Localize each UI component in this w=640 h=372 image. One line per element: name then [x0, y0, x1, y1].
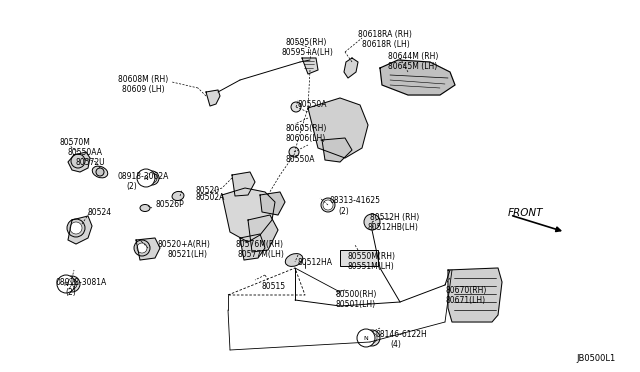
Text: 80570M: 80570M — [60, 138, 91, 147]
Circle shape — [67, 219, 85, 237]
Text: 80512H (RH): 80512H (RH) — [370, 213, 419, 222]
Text: N: N — [143, 176, 148, 180]
Ellipse shape — [285, 254, 303, 266]
Text: 80609 (LH): 80609 (LH) — [122, 85, 164, 94]
Text: 80550A: 80550A — [285, 155, 314, 164]
Polygon shape — [322, 138, 352, 162]
Text: (2): (2) — [65, 288, 76, 297]
Text: 80605(RH): 80605(RH) — [285, 124, 326, 133]
Text: 08146-6122H: 08146-6122H — [376, 330, 428, 339]
Ellipse shape — [172, 192, 184, 201]
Text: 08313-41625: 08313-41625 — [330, 196, 381, 205]
Text: (2): (2) — [338, 207, 349, 216]
Text: 80550AA: 80550AA — [68, 148, 103, 157]
Text: 80512HA: 80512HA — [298, 258, 333, 267]
Circle shape — [64, 276, 80, 292]
Text: 80520: 80520 — [196, 186, 220, 195]
Text: 80608M (RH): 80608M (RH) — [118, 75, 168, 84]
Circle shape — [137, 243, 147, 253]
Text: 08918-3062A: 08918-3062A — [118, 172, 170, 181]
Polygon shape — [68, 216, 92, 244]
Ellipse shape — [92, 166, 108, 178]
Polygon shape — [248, 215, 278, 252]
Polygon shape — [136, 238, 160, 260]
Circle shape — [364, 214, 380, 230]
Text: 80618RA (RH): 80618RA (RH) — [358, 30, 412, 39]
Circle shape — [321, 198, 335, 212]
Text: 80512HB(LH): 80512HB(LH) — [368, 223, 419, 232]
Text: 80671(LH): 80671(LH) — [445, 296, 485, 305]
Text: 80576M(RH): 80576M(RH) — [236, 240, 284, 249]
Text: 80515: 80515 — [262, 282, 286, 291]
Text: 80524: 80524 — [87, 208, 111, 217]
Text: N: N — [63, 282, 68, 286]
Text: 80526P: 80526P — [155, 200, 184, 209]
Text: JB0500L1: JB0500L1 — [576, 354, 615, 363]
Text: 80550M(RH): 80550M(RH) — [348, 252, 396, 261]
Text: FRONT: FRONT — [508, 208, 543, 218]
Text: 80521(LH): 80521(LH) — [168, 250, 208, 259]
Text: 80502A: 80502A — [196, 193, 225, 202]
Text: 80606(LH): 80606(LH) — [285, 134, 325, 143]
Polygon shape — [232, 172, 255, 196]
Text: 80644M (RH): 80644M (RH) — [388, 52, 438, 61]
Text: 80595+A(LH): 80595+A(LH) — [282, 48, 334, 57]
Text: 80551M(LH): 80551M(LH) — [348, 262, 395, 271]
Polygon shape — [344, 58, 358, 78]
Polygon shape — [206, 90, 220, 106]
Circle shape — [134, 240, 150, 256]
Text: (4): (4) — [390, 340, 401, 349]
Text: 80595(RH): 80595(RH) — [285, 38, 326, 47]
Polygon shape — [260, 192, 285, 215]
Circle shape — [323, 200, 333, 210]
Circle shape — [137, 169, 155, 187]
Polygon shape — [302, 58, 318, 74]
Text: 80577M(LH): 80577M(LH) — [238, 250, 285, 259]
Circle shape — [291, 102, 301, 112]
Text: 80501(LH): 80501(LH) — [336, 300, 376, 309]
Polygon shape — [308, 98, 368, 158]
Text: (2): (2) — [126, 182, 137, 191]
Text: 80618R (LH): 80618R (LH) — [362, 40, 410, 49]
Text: 80572U: 80572U — [75, 158, 104, 167]
Text: 08918-3081A: 08918-3081A — [55, 278, 106, 287]
Circle shape — [67, 279, 77, 289]
Circle shape — [364, 330, 380, 346]
Circle shape — [57, 275, 75, 293]
Circle shape — [145, 171, 159, 185]
Polygon shape — [68, 152, 90, 172]
Polygon shape — [222, 188, 275, 242]
Bar — [340, 250, 378, 266]
Ellipse shape — [140, 205, 150, 212]
Circle shape — [96, 168, 104, 176]
Text: 80500(RH): 80500(RH) — [336, 290, 378, 299]
Polygon shape — [448, 268, 502, 322]
Circle shape — [367, 333, 377, 343]
Text: N: N — [364, 336, 369, 340]
Text: 80670(RH): 80670(RH) — [445, 286, 486, 295]
Circle shape — [289, 147, 299, 157]
Circle shape — [71, 154, 85, 168]
Text: 80645M (LH): 80645M (LH) — [388, 62, 437, 71]
Circle shape — [70, 222, 82, 234]
Circle shape — [147, 173, 157, 183]
Polygon shape — [380, 60, 455, 95]
Text: 80520+A(RH): 80520+A(RH) — [158, 240, 211, 249]
Polygon shape — [240, 234, 265, 260]
Circle shape — [357, 329, 375, 347]
Text: 80550A: 80550A — [298, 100, 328, 109]
